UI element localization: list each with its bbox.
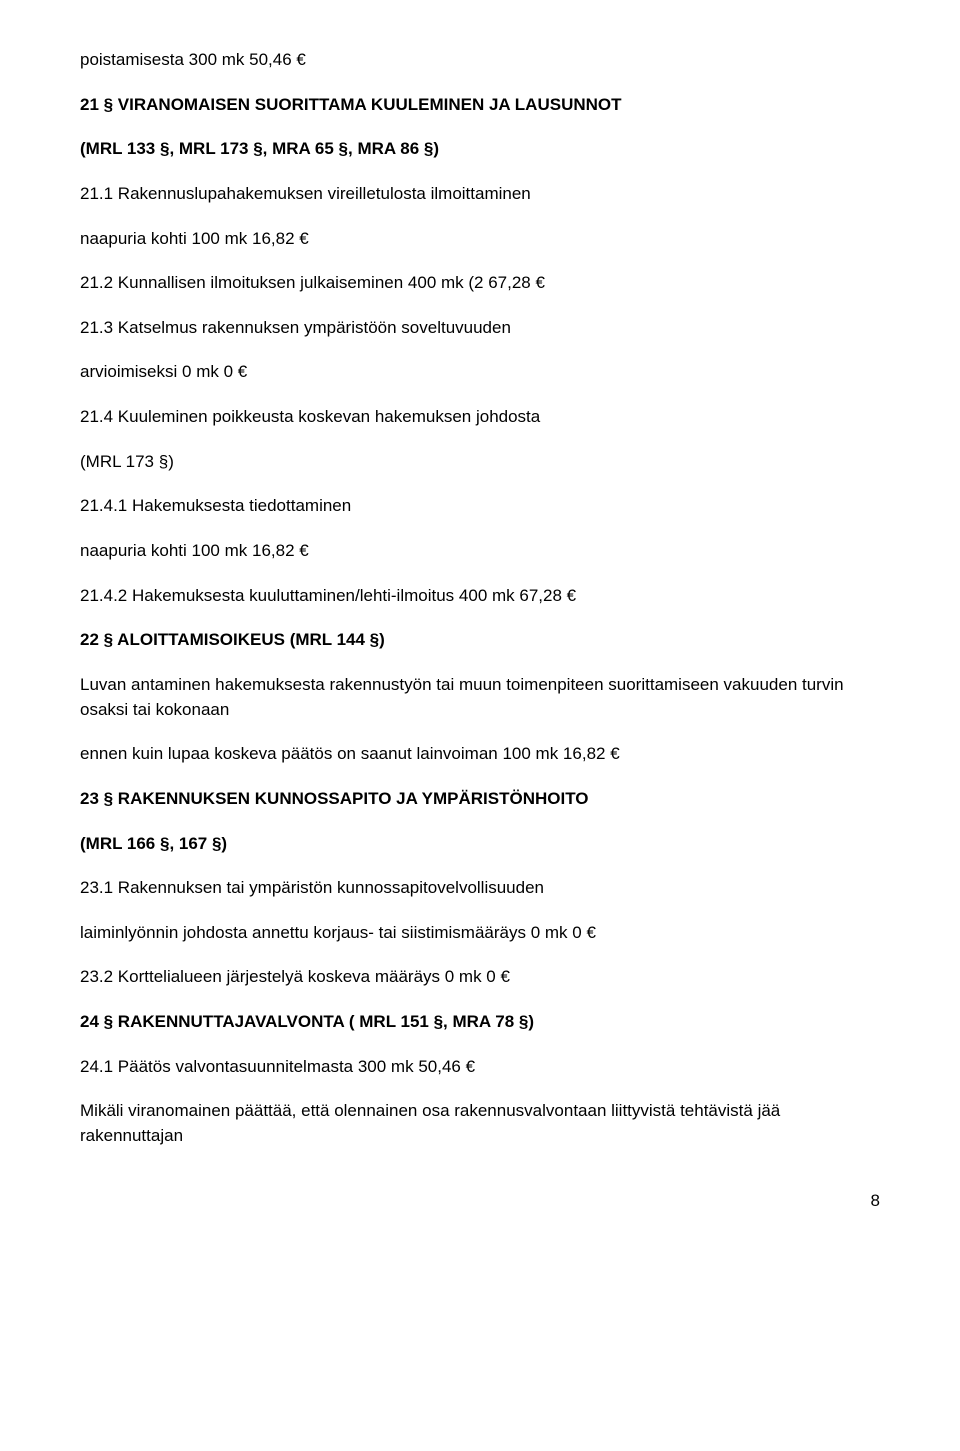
paragraph: 23.2 Korttelialueen järjestelyä koskeva …: [80, 965, 880, 990]
document-page: poistamisesta 300 mk 50,46 € 21 § VIRANO…: [0, 0, 960, 1261]
paragraph: (MRL 173 §): [80, 450, 880, 475]
paragraph: Mikäli viranomainen päättää, että olenna…: [80, 1099, 880, 1148]
paragraph: naapuria kohti 100 mk 16,82 €: [80, 227, 880, 252]
section-21-refs: (MRL 133 §, MRL 173 §, MRA 65 §, MRA 86 …: [80, 137, 880, 162]
section-heading-22: 22 § ALOITTAMISOIKEUS (MRL 144 §): [80, 628, 880, 653]
paragraph: poistamisesta 300 mk 50,46 €: [80, 48, 880, 73]
paragraph: ennen kuin lupaa koskeva päätös on saanu…: [80, 742, 880, 767]
paragraph: Luvan antaminen hakemuksesta rakennustyö…: [80, 673, 880, 722]
section-heading-21: 21 § VIRANOMAISEN SUORITTAMA KUULEMINEN …: [80, 93, 880, 118]
section-heading-23: 23 § RAKENNUKSEN KUNNOSSAPITO JA YMPÄRIS…: [80, 787, 880, 812]
paragraph: 24.1 Päätös valvontasuunnitelmasta 300 m…: [80, 1055, 880, 1080]
paragraph: 23.1 Rakennuksen tai ympäristön kunnossa…: [80, 876, 880, 901]
section-heading-24: 24 § RAKENNUTTAJAVALVONTA ( MRL 151 §, M…: [80, 1010, 880, 1035]
paragraph: laiminlyönnin johdosta annettu korjaus- …: [80, 921, 880, 946]
paragraph: 21.3 Katselmus rakennuksen ympäristöön s…: [80, 316, 880, 341]
section-23-refs: (MRL 166 §, 167 §): [80, 832, 880, 857]
paragraph: 21.2 Kunnallisen ilmoituksen julkaisemin…: [80, 271, 880, 296]
paragraph: naapuria kohti 100 mk 16,82 €: [80, 539, 880, 564]
page-number: 8: [80, 1189, 880, 1214]
paragraph: 21.4 Kuuleminen poikkeusta koskevan hake…: [80, 405, 880, 430]
paragraph: 21.4.2 Hakemuksesta kuuluttaminen/lehti-…: [80, 584, 880, 609]
paragraph: arvioimiseksi 0 mk 0 €: [80, 360, 880, 385]
paragraph: 21.4.1 Hakemuksesta tiedottaminen: [80, 494, 880, 519]
paragraph: 21.1 Rakennuslupahakemuksen vireilletulo…: [80, 182, 880, 207]
